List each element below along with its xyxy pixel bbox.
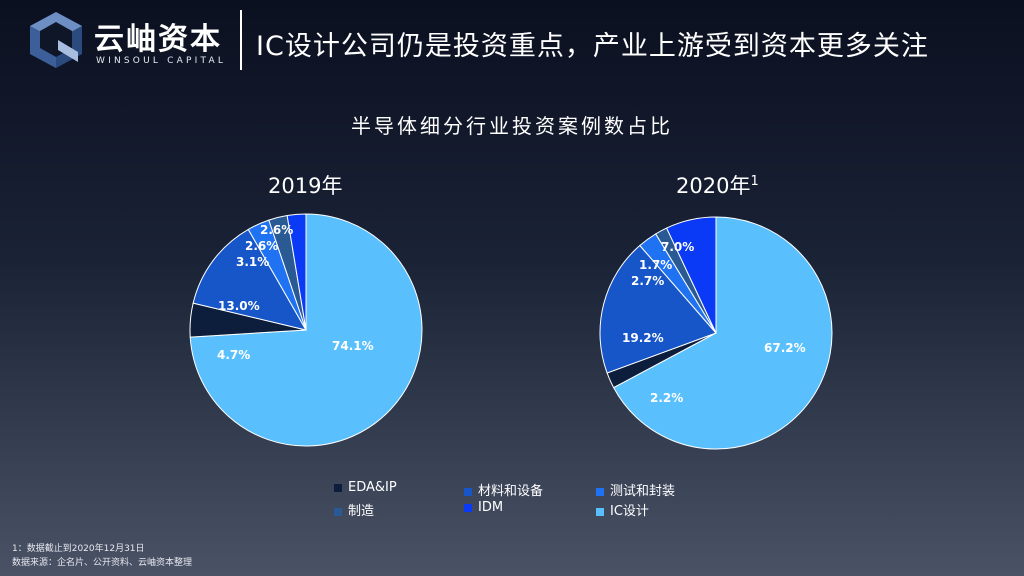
legend-item: 测试和封装	[596, 480, 675, 499]
chart-title: 半导体细分行业投资案例数占比	[351, 114, 673, 138]
brand-name-cn: 云岫资本	[94, 22, 222, 57]
legend-swatch	[464, 503, 472, 512]
pie-slice-1-5	[665, 216, 717, 334]
legend-item: 材料和设备	[464, 480, 543, 499]
page-headline: IC设计公司仍是投资重点，产业上游受到资本更多关注	[256, 31, 929, 62]
pie-label-0-3: 3.1%	[236, 255, 269, 269]
pie-label-0-1: 4.7%	[217, 348, 250, 362]
legend-label: EDA&IP	[348, 480, 397, 495]
chart-legend: EDA&IP 材料和设备 测试和封装制造 IDM IC设计	[334, 480, 734, 524]
pie-label-0-5: 2.6%	[260, 223, 293, 237]
legend-swatch	[334, 507, 342, 516]
brand-name-en: WINSOUL CAPITAL	[96, 56, 227, 66]
pie-title-2020: 2020年1	[676, 170, 759, 200]
pie-slice-0-2	[192, 228, 308, 331]
legend-label: 制造	[348, 504, 375, 519]
pie-label-1-1: 2.2%	[650, 391, 683, 405]
pie-slice-1-0	[612, 216, 833, 450]
pie-title-2019: 2019年	[268, 170, 342, 200]
legend-item: 制造	[334, 500, 374, 519]
footnote-cutoff: 1：数据截止到2020年12月31日	[12, 544, 145, 554]
header-divider	[240, 10, 242, 70]
pie-label-0-4: 2.6%	[245, 239, 278, 253]
legend-label: 材料和设备	[478, 484, 544, 499]
legend-swatch	[464, 487, 472, 496]
legend-label: 测试和封装	[610, 484, 676, 499]
pie-label-0-0: 74.1%	[332, 339, 374, 353]
pie-slice-1-2	[599, 244, 717, 374]
legend-label: IC设计	[610, 504, 649, 519]
footnote: 1：数据截止到2020年12月31日 数据来源：企名片、公开资料、云岫资本整理	[12, 542, 192, 570]
pie-label-0-2: 13.0%	[218, 299, 260, 313]
pie-label-1-5: 7.0%	[661, 240, 694, 254]
cube-logo-icon	[28, 10, 84, 68]
pie-label-1-4: 1.7%	[639, 258, 672, 272]
pie-title-2019-text: 2019年	[268, 174, 343, 198]
pie-slice-0-5	[286, 213, 307, 331]
legend-swatch	[596, 507, 604, 516]
legend-item: EDA&IP	[334, 480, 397, 495]
legend-swatch	[596, 487, 604, 496]
legend-item: IC设计	[596, 500, 649, 519]
legend-label: IDM	[478, 500, 504, 515]
footnote-source: 数据来源：企名片、公开资料、云岫资本整理	[12, 558, 193, 568]
legend-item: IDM	[464, 500, 503, 515]
legend-swatch	[334, 483, 342, 492]
pie-label-1-3: 2.7%	[631, 274, 664, 288]
pie-title-2020-text: 2020年	[676, 174, 751, 198]
pie-label-1-0: 67.2%	[764, 341, 806, 355]
pie-title-2020-sup: 1	[750, 174, 759, 189]
pie-label-1-2: 19.2%	[622, 331, 664, 345]
